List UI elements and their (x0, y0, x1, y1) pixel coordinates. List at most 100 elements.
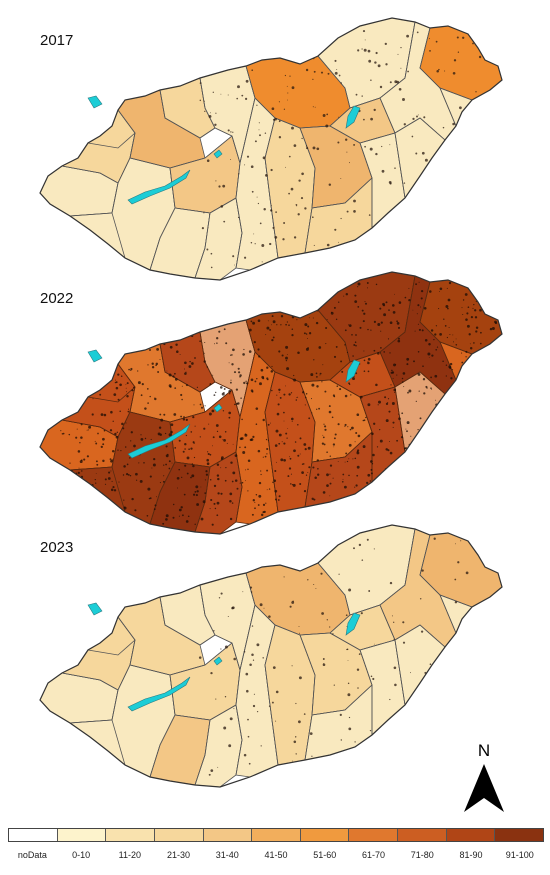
speckle (439, 287, 443, 291)
speckle (250, 242, 253, 244)
speckle (354, 486, 356, 488)
speckle (385, 419, 389, 423)
district-boundary (264, 624, 279, 766)
speckle (68, 354, 70, 355)
speckle (95, 472, 97, 474)
speckle (65, 371, 69, 375)
speckle (224, 645, 228, 649)
speckle (144, 437, 147, 440)
speckle (184, 368, 185, 370)
speckle (289, 605, 292, 608)
speckle (209, 213, 211, 215)
legend-swatch (398, 829, 447, 841)
speckle (161, 316, 164, 320)
district-boundary (359, 371, 446, 398)
speckle (133, 386, 135, 389)
speckle (482, 441, 485, 444)
speckle (147, 316, 151, 320)
speckle (125, 387, 127, 389)
speckle (307, 768, 311, 772)
speckle (180, 506, 183, 509)
speckle (371, 462, 374, 465)
legend-label: 31-40 (215, 850, 239, 860)
speckle (192, 415, 195, 419)
speckle (355, 484, 358, 487)
speckle (237, 367, 240, 370)
speckle (479, 308, 482, 312)
speckle (397, 53, 399, 55)
speckle (181, 514, 184, 517)
speckle (169, 296, 173, 300)
speckle (90, 292, 93, 294)
speckle (160, 418, 164, 422)
speckle (359, 770, 362, 774)
speckle (259, 134, 261, 137)
speckle (244, 433, 247, 435)
speckle (326, 763, 328, 766)
speckle (427, 457, 429, 460)
speckle (291, 126, 294, 130)
speckle (248, 299, 250, 302)
speckle (184, 361, 187, 365)
speckle (361, 559, 364, 561)
speckle (465, 350, 468, 353)
district-boundary (69, 212, 113, 217)
speckle (124, 446, 127, 448)
country-outline (39, 271, 503, 535)
speckle (442, 360, 444, 363)
speckle (237, 85, 240, 89)
speckle (319, 505, 322, 508)
speckle (286, 367, 290, 371)
speckle (434, 374, 438, 378)
speckle (312, 106, 314, 108)
speckle (182, 450, 185, 453)
speckle (203, 427, 206, 430)
speckle (443, 443, 446, 446)
districts (40, 525, 502, 787)
speckle (264, 132, 267, 134)
district-boundary (69, 466, 113, 471)
speckle (240, 397, 242, 399)
speckle (126, 463, 129, 466)
speckle (328, 183, 332, 186)
speckle (442, 505, 445, 507)
speckle (216, 430, 219, 433)
speckle (185, 315, 188, 317)
speckle (381, 487, 383, 490)
speckle (422, 504, 425, 508)
speckle (367, 473, 371, 477)
legend-label: 81-90 (459, 850, 483, 860)
speckle (489, 327, 493, 331)
speckle (344, 461, 346, 463)
speckle (232, 131, 234, 133)
speckle (254, 507, 256, 510)
speckle (325, 124, 329, 128)
speckle (106, 379, 110, 382)
speckle (415, 152, 418, 155)
speckle (357, 49, 360, 52)
speckle (89, 303, 93, 307)
legend-label: 11-20 (118, 850, 142, 860)
map-geometry (39, 524, 503, 788)
speckle (215, 112, 217, 114)
speckle (355, 246, 357, 249)
speckle (430, 494, 434, 497)
speckle (316, 376, 318, 378)
speckle (347, 503, 350, 505)
speckle (496, 457, 498, 459)
legend-swatch (203, 829, 253, 841)
speckle (239, 437, 243, 441)
speckle (339, 388, 342, 391)
speckle (402, 372, 406, 375)
speckle (391, 402, 395, 405)
speckle (406, 220, 410, 224)
speckle (389, 258, 392, 260)
speckle (293, 236, 297, 239)
speckle (208, 412, 212, 416)
speckle (117, 449, 119, 451)
speckle (468, 405, 471, 409)
speckle (229, 393, 231, 395)
speckle (91, 511, 95, 514)
speckle (261, 261, 263, 263)
speckle (299, 437, 302, 440)
